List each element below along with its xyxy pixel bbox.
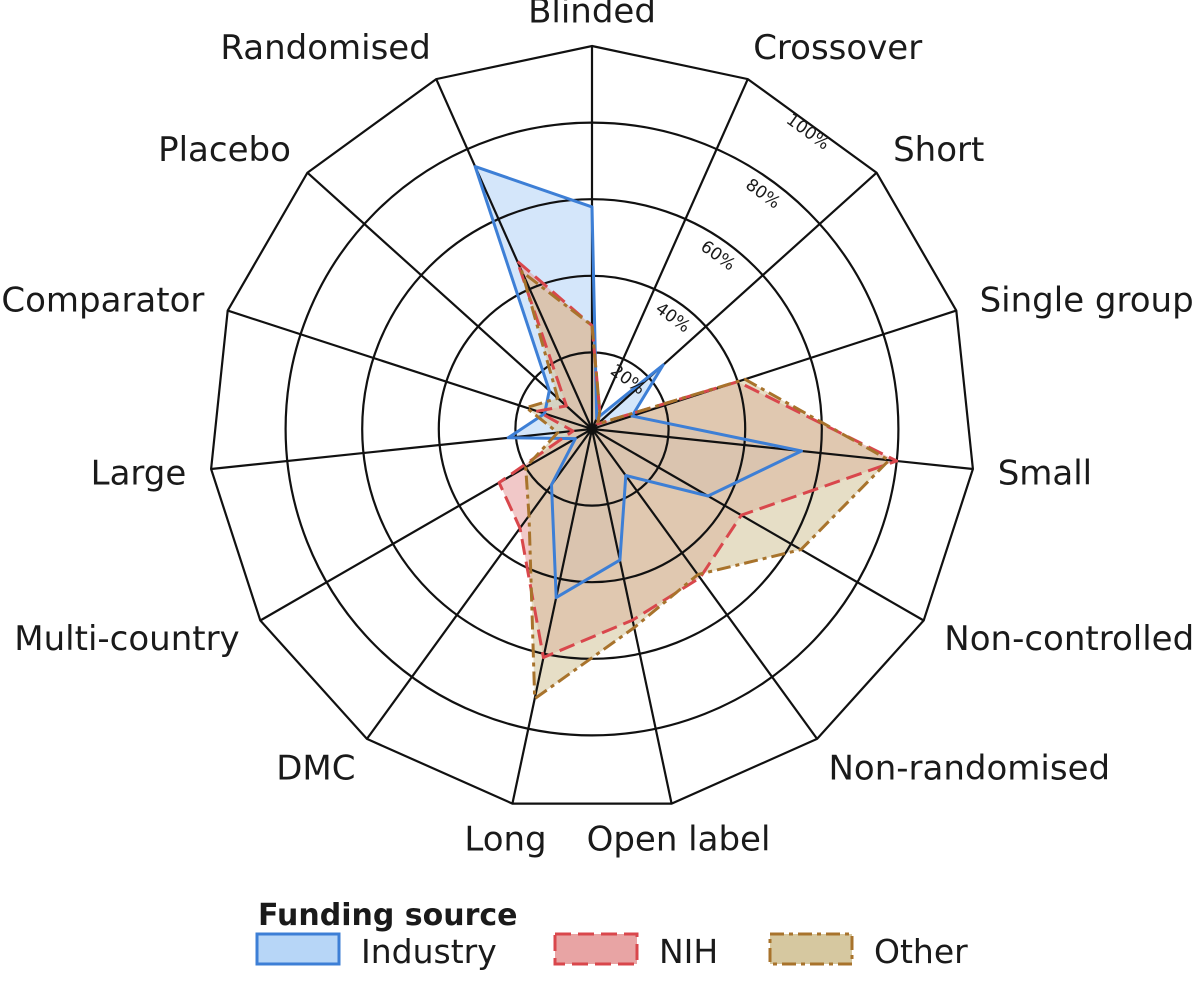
legend-swatch-industry [255, 932, 341, 966]
category-label-comparator: Comparator [1, 281, 204, 321]
grid-spoke-multi-country [259, 428, 593, 622]
series-strokes [473, 165, 899, 701]
series-line-other [520, 270, 891, 701]
series-fill-other [521, 271, 890, 699]
category-label-randomised: Randomised [220, 28, 430, 68]
tick-label-100: 100% [782, 110, 833, 155]
legend-label-industry: Industry [361, 932, 497, 971]
category-label-dmc: DMC [276, 749, 355, 789]
grid-spoke-placebo [306, 171, 593, 430]
legend-label-nih: NIH [659, 932, 718, 971]
grid-spoke-single-group [591, 309, 957, 431]
category-label-blinded: Blinded [528, 0, 656, 32]
radar-grid [209, 44, 975, 805]
category-label-short: Short [893, 130, 984, 170]
legend-swatch-other [768, 932, 854, 966]
category-label-placebo: Placebo [158, 130, 291, 170]
grid-spoke-crossover [590, 78, 749, 430]
category-label-large: Large [91, 454, 187, 494]
legend-swatch-nih [553, 932, 639, 966]
tick-label-60: 60% [697, 237, 739, 275]
grid-spoke-small [591, 427, 974, 471]
category-labels: Blinded Crossover Short Single group Small No… [1, 0, 1194, 859]
legend: Funding source Industry NIH Other [255, 898, 968, 971]
category-label-non-randomised: Non-randomised [829, 749, 1111, 789]
grid-outer-frame [209, 44, 975, 805]
category-label-small: Small [998, 454, 1092, 494]
grid-spoke-large [210, 427, 593, 471]
legend-title: Funding source [258, 898, 518, 933]
legend-label-other: Other [874, 932, 968, 971]
category-label-long: Long [464, 819, 546, 859]
grid-spoke-non-controlled [591, 428, 925, 622]
grid-spoke-long [511, 428, 594, 804]
category-label-crossover: Crossover [753, 28, 922, 68]
radial-tick-labels: 20%40%60%80%100% [606, 110, 833, 399]
category-label-multi-country: Multi-country [14, 619, 239, 659]
category-label-open-label: Open label [587, 819, 771, 859]
tick-label-80: 80% [742, 175, 784, 213]
grid-spoke-comparator [227, 309, 593, 431]
grid-spoke-randomised [435, 78, 594, 430]
grid-spoke-open-label [590, 428, 673, 804]
grid-spoke-short [591, 171, 878, 430]
category-label-single-group: Single group [980, 281, 1194, 321]
series-line-industry [473, 165, 803, 600]
grid-spoke-non-randomised [591, 428, 818, 740]
category-label-non-controlled: Non-controlled [944, 619, 1194, 659]
tick-label-40: 40% [651, 299, 693, 337]
